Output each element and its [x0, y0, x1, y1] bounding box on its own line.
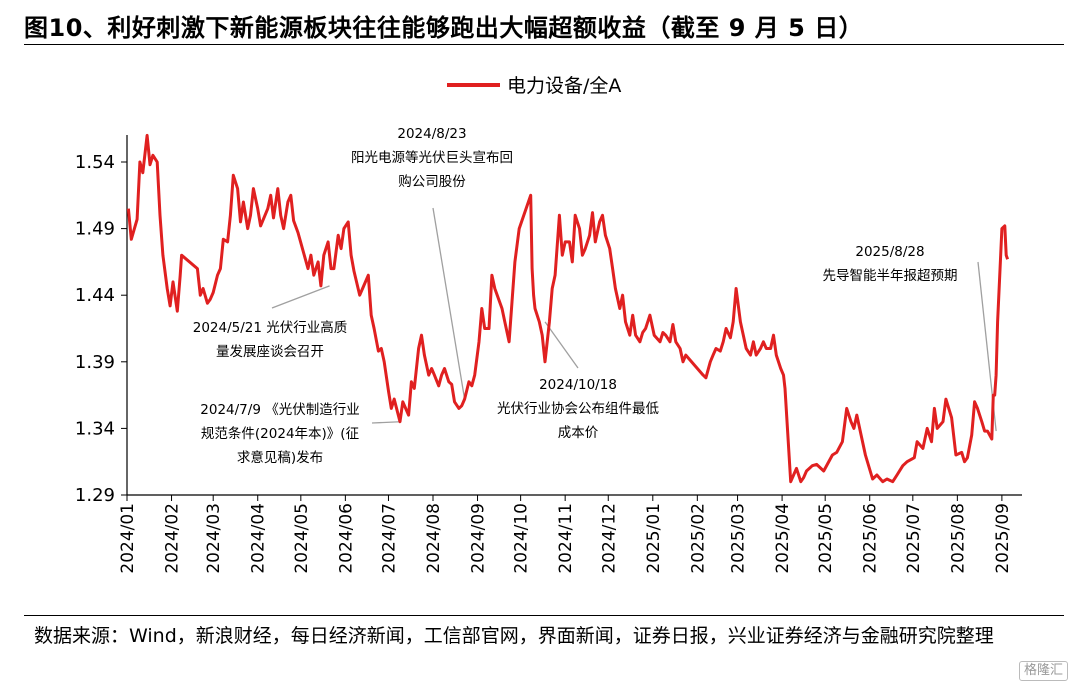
x-tick-label: 2024/01 — [118, 503, 138, 574]
chart-series — [126, 133, 1010, 484]
x-tick-label: 2025/06 — [861, 503, 881, 574]
x-tick-label: 2024/02 — [163, 503, 183, 574]
chart-legend: 电力设备/全A — [447, 75, 621, 97]
footer-divider — [24, 615, 1064, 616]
x-tick-label: 2024/09 — [469, 503, 489, 574]
y-tick-label: 1.49 — [75, 219, 115, 240]
annotation-leader-line — [371, 421, 400, 424]
y-tick-label: 1.29 — [75, 485, 115, 506]
x-tick-label: 2025/08 — [948, 503, 968, 574]
annotation-leader-line — [432, 207, 466, 400]
x-tick-label: 2025/02 — [688, 503, 708, 574]
figure-title: 图10、利好刺激下新能源板块往往能够跑出大幅超额收益（截至 9 月 5 日） — [24, 14, 864, 42]
annotation-text: 求意见稿)发布 — [237, 449, 323, 466]
watermark-logo: 格隆汇 — [1018, 661, 1068, 681]
annotation-text: 规范条件(2024年本)》(征 — [201, 425, 359, 442]
annotation-text: 2024/7/9 《光伏制造行业 — [200, 402, 359, 418]
annotation-text: 2024/10/18 — [539, 377, 617, 393]
y-tick-label: 1.44 — [75, 285, 115, 306]
legend-label: 电力设备/全A — [507, 75, 621, 97]
series-line — [126, 133, 1010, 484]
x-tick-label: 2025/07 — [904, 503, 924, 574]
annotation-text: 阳光电源等光伏巨头宣布回 — [351, 149, 513, 166]
title-divider — [24, 44, 1064, 45]
annotation-text: 先导智能半年报超预期 — [823, 268, 958, 284]
annotation-text: 2025/8/28 — [855, 244, 924, 260]
y-tick-label: 1.34 — [75, 418, 115, 439]
x-tick-label: 2025/01 — [644, 503, 664, 574]
x-tick-label: 2024/03 — [204, 503, 224, 574]
x-tick-label: 2024/11 — [556, 503, 576, 574]
annotation-text: 购公司股份 — [398, 174, 466, 190]
annotation-text: 光伏行业协会公布组件最低 — [497, 401, 659, 417]
annotation-text: 2024/8/23 — [397, 126, 466, 142]
annotation-text: 量发展座谈会召开 — [216, 344, 324, 360]
x-tick-label: 2024/12 — [599, 503, 619, 574]
source-note: 数据来源：Wind，新浪财经，每日经济新闻，工信部官网，界面新闻，证券日报，兴业… — [34, 625, 994, 647]
x-tick-label: 2025/09 — [993, 503, 1013, 574]
annotation-text: 成本价 — [558, 425, 599, 441]
x-tick-label: 2025/04 — [773, 503, 793, 574]
x-tick-label: 2024/05 — [292, 503, 312, 574]
x-tick-label: 2024/06 — [336, 503, 356, 574]
x-tick-label: 2024/08 — [424, 503, 444, 574]
annotation-text: 2024/5/21 光伏行业高质 — [193, 319, 348, 336]
x-tick-label: 2025/03 — [729, 503, 749, 574]
x-tick-label: 2025/05 — [816, 503, 836, 574]
y-tick-label: 1.39 — [75, 352, 115, 373]
annotation-leader-line — [271, 285, 330, 309]
x-tick-label: 2024/10 — [512, 503, 532, 574]
x-tick-label: 2024/07 — [379, 503, 399, 574]
y-tick-label: 1.54 — [75, 152, 115, 173]
x-tick-label: 2024/04 — [249, 503, 269, 574]
annotation-leader-line — [544, 321, 579, 369]
